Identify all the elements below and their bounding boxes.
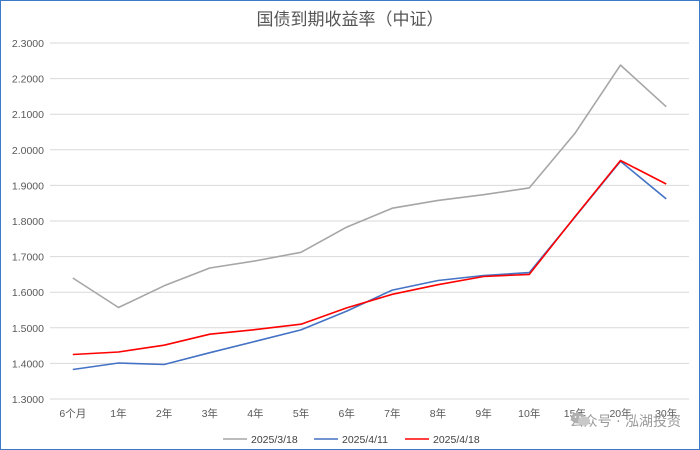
chart-title: 国债到期收益率（中证） [256, 10, 444, 30]
y-tick-label: 2.2000 [12, 74, 44, 86]
y-tick-label: 1.5000 [12, 323, 44, 335]
legend-label: 2025/3/18 [251, 434, 298, 446]
y-tick-label: 1.6000 [12, 287, 44, 299]
y-tick-label: 2.3000 [12, 38, 44, 50]
x-tick-label: 2年 [156, 407, 172, 420]
y-tick-label: 1.9000 [12, 180, 44, 192]
legend-label: 2025/4/18 [433, 434, 480, 446]
series-line-1 [72, 64, 667, 309]
x-tick-label: 5年 [293, 407, 309, 420]
wechat-icon [570, 412, 590, 426]
x-tick-label: 9年 [475, 407, 491, 420]
legend-label: 2025/4/11 [342, 434, 388, 446]
x-tick-label: 3年 [202, 407, 218, 420]
watermark-text: 公众号 · 泓湖投资 [569, 414, 681, 430]
x-tick-label: 7年 [384, 407, 400, 420]
watermark: 公众号 · 泓湖投资 [570, 411, 681, 431]
x-tick-label: 1年 [110, 407, 126, 420]
y-tick-label: 2.1000 [12, 109, 44, 121]
x-tick-label: 30年 [655, 407, 677, 420]
y-tick-label: 1.7000 [12, 252, 44, 264]
x-tick-label: 20年 [609, 407, 631, 420]
x-tick-label: 6年 [339, 407, 355, 420]
x-tick-label: 8年 [430, 407, 446, 420]
y-tick-label: 1.4000 [12, 358, 44, 370]
x-tick-label: 6个月 [59, 408, 86, 420]
series-line-2 [72, 160, 667, 371]
series-line-3 [72, 159, 667, 356]
x-tick-label: 10年 [518, 407, 540, 420]
y-tick-label: 1.3000 [12, 394, 44, 406]
y-tick-label: 1.8000 [12, 216, 44, 228]
y-tick-label: 2.0000 [12, 145, 44, 157]
x-tick-label: 4年 [247, 407, 263, 420]
